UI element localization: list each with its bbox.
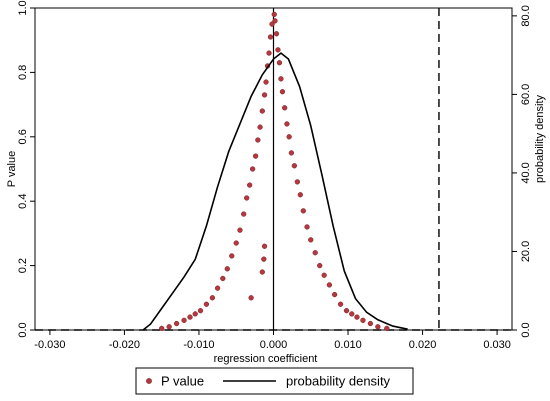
p-value-point — [173, 320, 180, 327]
p-value-point — [244, 195, 250, 201]
p-value-point — [261, 256, 267, 262]
right-y-tick-label: 80.0 — [520, 5, 532, 26]
p-value-point — [354, 314, 360, 320]
p-value-point — [197, 308, 204, 314]
p-value-point — [237, 227, 243, 233]
right-y-tick-label: 0.0 — [520, 322, 532, 337]
p-value-point — [275, 47, 281, 53]
p-value-point — [331, 291, 338, 298]
p-value-point — [276, 60, 283, 66]
p-value-point — [326, 282, 333, 288]
p-value-point — [259, 108, 265, 114]
p-value-point — [252, 153, 259, 159]
p-value-point — [317, 262, 323, 269]
right-y-tick-label: 20.0 — [520, 241, 532, 262]
p-value-point — [291, 163, 298, 169]
right-y-tick-label: 40.0 — [520, 162, 532, 183]
x-axis-label: regression coefficient — [214, 353, 318, 365]
p-value-point — [203, 301, 210, 307]
right-y-tick-label: 60.0 — [520, 84, 532, 105]
left-y-tick-label: 0.6 — [17, 129, 29, 144]
left-y-tick-label: 0.8 — [17, 65, 29, 80]
p-value-point — [259, 269, 265, 275]
p-value-point — [273, 31, 280, 37]
p-value-point — [272, 18, 278, 24]
p-value-point — [279, 89, 286, 95]
p-value-point — [349, 311, 355, 317]
p-value-point — [284, 121, 290, 127]
left-y-tick-label: 1.0 — [17, 0, 29, 15]
p-value-point — [229, 253, 235, 259]
p-value-point — [181, 317, 187, 323]
p-value-point — [263, 79, 269, 85]
p-value-point — [337, 301, 344, 307]
left-y-axis-ticks: 0.0 0.2 0.4 0.6 0.8 1.0 — [17, 0, 35, 338]
p-value-point — [187, 314, 193, 320]
p-value-point — [261, 243, 268, 249]
x-tick-label: 0.020 — [409, 339, 437, 351]
p-value-point — [360, 317, 366, 323]
p-value-point — [209, 295, 216, 301]
p-value-point — [312, 250, 318, 256]
p-value-point — [269, 21, 275, 27]
p-value-point — [248, 295, 254, 301]
p-value-point — [375, 324, 381, 330]
legend-label-probability-density: probability density — [286, 374, 391, 389]
right-y-axis-label: probability density — [534, 94, 546, 183]
p-value-point — [343, 308, 350, 314]
p-value-point — [261, 92, 268, 98]
probability-density-line — [142, 52, 408, 331]
p-value-point — [166, 324, 172, 330]
p-value-point — [233, 240, 239, 246]
p-value-point — [321, 272, 327, 278]
p-value-point — [294, 179, 301, 185]
p-value-point — [308, 237, 314, 243]
p-value-point — [214, 285, 221, 291]
p-value-point — [255, 137, 261, 143]
x-tick-label: 0.010 — [334, 339, 362, 351]
p-value-point — [192, 311, 198, 317]
left-y-tick-label: 0.4 — [17, 194, 29, 209]
p-value-point — [266, 50, 272, 56]
p-value-point — [220, 275, 226, 282]
p-value-point — [257, 124, 263, 130]
legend-marker-p-value — [146, 378, 152, 384]
left-y-axis-label: P value — [6, 151, 18, 188]
right-y-axis-ticks: 0.0 20.0 40.0 60.0 80.0 — [512, 5, 532, 338]
p-value-point — [267, 34, 274, 40]
x-tick-label: 0.030 — [483, 339, 511, 351]
p-value-point — [159, 325, 165, 332]
p-value-point — [304, 224, 310, 230]
left-y-tick-label: 0.2 — [17, 258, 29, 273]
p-value-point — [271, 11, 277, 18]
p-value-point — [384, 325, 390, 332]
chart-reference-lines — [35, 8, 512, 331]
x-tick-label: 0.000 — [260, 339, 288, 351]
p-value-point — [286, 134, 292, 140]
p-value-point — [247, 182, 253, 188]
x-axis-ticks: -0.030 -0.020 -0.010 0.000 0.010 0.020 0.030 — [34, 330, 511, 351]
left-y-tick-label: 0.0 — [17, 322, 29, 337]
x-tick-label: -0.030 — [34, 339, 65, 351]
x-tick-label: -0.020 — [109, 339, 140, 351]
legend: P value probability density — [135, 367, 414, 395]
x-tick-label: -0.010 — [183, 339, 214, 351]
p-value-point — [297, 192, 303, 198]
p-value-point — [282, 105, 288, 111]
p-value-point — [241, 211, 247, 217]
legend-label-p-value: P value — [161, 374, 204, 389]
p-value-point — [249, 166, 256, 172]
p-value-point — [224, 266, 230, 272]
p-value-point — [288, 150, 295, 156]
chart-series — [142, 11, 408, 332]
p-value-point — [300, 208, 306, 214]
p-value-point — [367, 320, 374, 327]
p-value-point — [278, 76, 284, 82]
